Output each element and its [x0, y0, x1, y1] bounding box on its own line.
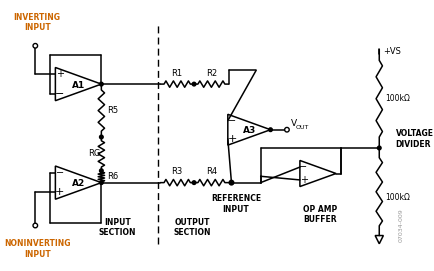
- Text: R1: R1: [171, 69, 182, 78]
- Text: A3: A3: [242, 126, 255, 136]
- Text: RG: RG: [89, 149, 101, 158]
- Text: REFERENCE
INPUT: REFERENCE INPUT: [210, 195, 260, 214]
- Text: +: +: [299, 175, 307, 185]
- Text: R6: R6: [107, 172, 118, 181]
- Circle shape: [377, 146, 380, 150]
- Text: −: −: [56, 168, 64, 178]
- Text: −: −: [228, 116, 236, 126]
- Text: VOLTAGE
DIVIDER: VOLTAGE DIVIDER: [395, 129, 433, 149]
- Text: V: V: [290, 119, 296, 128]
- Text: A2: A2: [72, 179, 85, 188]
- Text: +: +: [55, 187, 65, 197]
- Text: NONINVERTING
INPUT: NONINVERTING INPUT: [4, 239, 70, 259]
- Text: 100kΩ: 100kΩ: [385, 94, 410, 103]
- Circle shape: [33, 43, 37, 48]
- Text: +: +: [56, 69, 64, 79]
- Text: 07034-009: 07034-009: [398, 208, 403, 242]
- Text: +VS: +VS: [382, 47, 400, 56]
- Text: +: +: [227, 134, 237, 144]
- Circle shape: [99, 135, 103, 139]
- Text: OUT: OUT: [295, 125, 308, 130]
- Circle shape: [284, 127, 289, 132]
- Circle shape: [33, 223, 37, 228]
- Text: OUTPUT
SECTION: OUTPUT SECTION: [173, 218, 210, 237]
- Text: A1: A1: [72, 81, 85, 90]
- Text: 100kΩ: 100kΩ: [385, 193, 410, 202]
- Circle shape: [99, 169, 103, 173]
- Text: INVERTING
INPUT: INVERTING INPUT: [13, 13, 60, 32]
- Text: R4: R4: [205, 167, 217, 176]
- Text: R2: R2: [205, 69, 217, 78]
- Text: OP AMP
BUFFER: OP AMP BUFFER: [302, 205, 336, 224]
- Circle shape: [192, 181, 195, 185]
- Text: −: −: [55, 89, 65, 99]
- Text: R5: R5: [107, 106, 118, 115]
- Text: R3: R3: [171, 167, 182, 176]
- Circle shape: [192, 82, 195, 86]
- Circle shape: [99, 181, 103, 185]
- Circle shape: [99, 82, 103, 86]
- Circle shape: [229, 181, 233, 185]
- Text: −: −: [299, 162, 307, 172]
- Circle shape: [229, 180, 233, 185]
- Circle shape: [268, 128, 272, 131]
- Text: INPUT
SECTION: INPUT SECTION: [99, 218, 136, 237]
